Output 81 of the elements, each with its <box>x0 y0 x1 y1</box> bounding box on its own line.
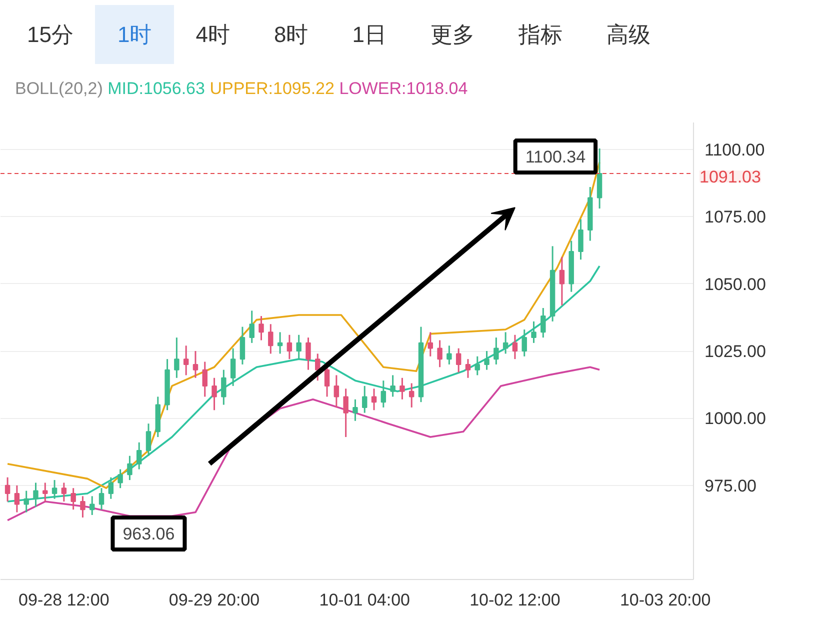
candlestick <box>118 468 123 489</box>
text: 8时 <box>272 21 310 49</box>
text: UPPER:1095.22 <box>210 79 334 98</box>
candlestick <box>277 331 283 354</box>
candlestick <box>230 348 236 387</box>
candlestick <box>437 339 442 368</box>
candlestick <box>183 344 189 376</box>
candlestick <box>408 382 414 408</box>
candlestick <box>127 455 132 481</box>
x-tick-label: 09-28 12:00 <box>18 590 110 610</box>
candlestick <box>108 476 114 500</box>
x-tick-label: 10-01 04:00 <box>319 590 410 610</box>
candlestick <box>559 256 565 306</box>
candlestick <box>4 476 10 502</box>
candlestick <box>24 490 29 514</box>
candlestick <box>522 328 527 358</box>
candlestick <box>456 348 462 374</box>
candlestick <box>202 361 208 398</box>
candlestick <box>343 388 348 438</box>
candlestick <box>352 398 358 422</box>
x-tick-label: 10-02 12:00 <box>470 590 560 610</box>
candlestick <box>14 484 20 514</box>
candlestick <box>258 315 264 341</box>
candlestick <box>61 482 67 502</box>
y-tick-label: 1075.00 <box>704 208 766 227</box>
candlestick <box>400 377 405 400</box>
candlestick <box>494 336 499 366</box>
candlestick <box>136 442 142 470</box>
candlestick <box>286 334 292 360</box>
text: MID:1056.63 <box>108 79 205 98</box>
text: 高级 <box>605 21 652 49</box>
candlestick <box>146 422 152 457</box>
text: 15分 <box>26 21 74 49</box>
candlestick <box>474 356 480 376</box>
candlestick <box>240 326 246 366</box>
candlestick <box>52 479 58 500</box>
ref-line-label: 1091.03 <box>700 167 761 186</box>
annotation: 1100.34 <box>525 147 586 166</box>
y-tick-label: 975.00 <box>704 476 756 496</box>
candlestick <box>446 344 452 366</box>
candlestick <box>578 218 584 260</box>
candlestick <box>512 334 518 360</box>
text: 1时 <box>95 5 174 64</box>
candlestick <box>192 350 198 379</box>
candlestick <box>484 350 490 371</box>
x-tick-label: 09-29 20:00 <box>168 590 260 610</box>
y-tick-label: 1100.00 <box>704 140 765 160</box>
text: 指标 <box>517 21 564 49</box>
candlestick <box>70 487 76 510</box>
candlestick <box>362 385 368 414</box>
candlestick <box>249 310 254 344</box>
text: LOWER:1018.04 <box>339 79 468 98</box>
candlestick <box>212 377 217 411</box>
candlestick <box>90 495 95 516</box>
candlestick <box>390 374 396 398</box>
candlestick <box>296 334 302 360</box>
candlestick <box>371 388 377 411</box>
candlestick <box>502 331 508 354</box>
candlestick <box>42 482 48 502</box>
candlestick <box>174 336 180 379</box>
y-tick-label: 1000.00 <box>704 409 766 428</box>
candlestick <box>380 380 386 408</box>
candlestick <box>306 336 311 371</box>
y-tick-label: 1050.00 <box>704 274 766 294</box>
chart-title: BOLL(20,2) <box>15 79 103 98</box>
x-tick-label: 10-03 20:00 <box>620 590 711 610</box>
candlestick <box>221 369 226 406</box>
candlestick <box>33 482 38 508</box>
text: 4时 <box>194 21 231 49</box>
candlestick <box>465 358 471 379</box>
candlestick <box>80 495 86 518</box>
text: 更多 <box>429 21 476 49</box>
candlestick <box>428 331 434 358</box>
candlestick <box>268 323 274 354</box>
y-tick-label: 1025.00 <box>704 342 766 361</box>
candlestick <box>98 487 104 510</box>
annotation: 963.06 <box>122 524 175 544</box>
candlestick <box>531 320 536 344</box>
candlestick <box>334 374 340 408</box>
candlestick <box>540 307 546 338</box>
text: 1日 <box>351 21 388 49</box>
